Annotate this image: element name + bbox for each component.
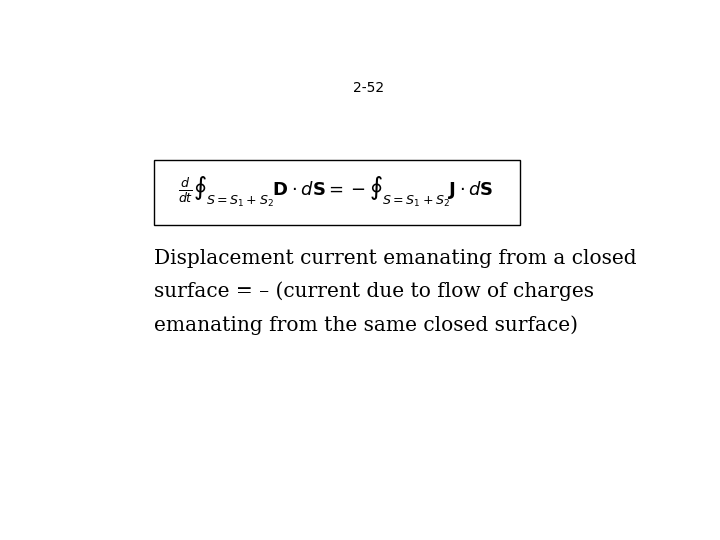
Text: emanating from the same closed surface): emanating from the same closed surface) bbox=[154, 315, 578, 334]
Text: $\frac{d}{dt} \oint_{S=S_1+S_2} \mathbf{D} \cdot d\mathbf{S} = -\oint_{S=S_1+S_2: $\frac{d}{dt} \oint_{S=S_1+S_2} \mathbf{… bbox=[178, 174, 493, 208]
Text: Displacement current emanating from a closed: Displacement current emanating from a cl… bbox=[154, 248, 636, 268]
Text: surface = – (current due to flow of charges: surface = – (current due to flow of char… bbox=[154, 281, 594, 301]
Text: 2-52: 2-52 bbox=[354, 82, 384, 96]
